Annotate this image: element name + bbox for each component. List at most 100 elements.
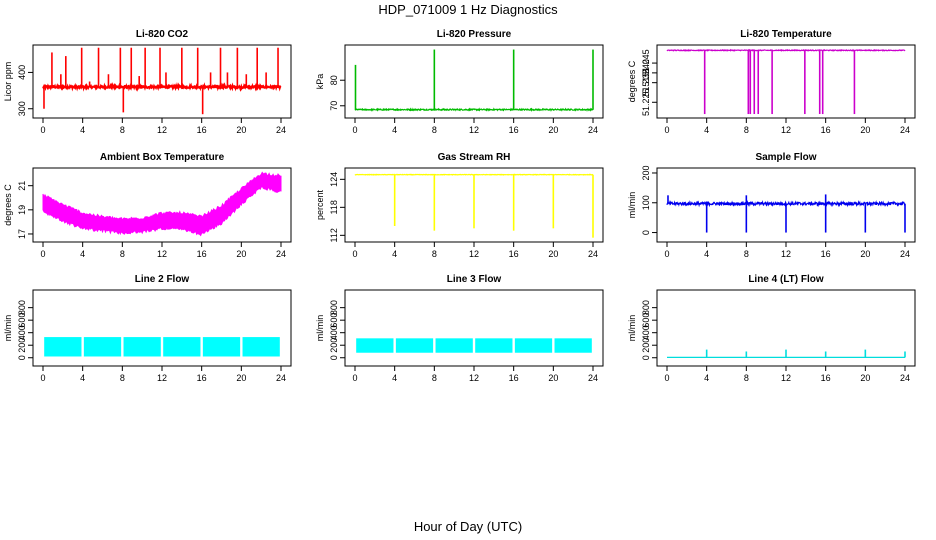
x-tick-label: 12 [781, 373, 791, 383]
x-tick-label: 24 [588, 125, 598, 135]
panel-3: Ambient Box Temperature 0 4 8 12 16 20 24 17 19 21… [3, 152, 292, 259]
flow-band [395, 338, 434, 353]
y-tick-label: 800 [329, 300, 339, 315]
y-tick-label: 400 [329, 325, 339, 340]
x-tick-label: 4 [80, 249, 85, 259]
y-tick-label: 112 [329, 228, 339, 242]
y-axis-label: percent [315, 189, 325, 220]
plot-frame [32, 44, 292, 119]
flow-band [514, 338, 553, 353]
flow-band [44, 337, 82, 357]
x-tick-label: 4 [704, 249, 709, 259]
y-axis-label: ml/min [627, 315, 637, 342]
x-tick-label: 0 [40, 125, 45, 135]
y-axis-label: degrees C [3, 184, 13, 226]
y-tick-label: 200 [17, 338, 27, 353]
x-tick-label: 4 [704, 373, 709, 383]
plot-frame [344, 44, 604, 119]
flow-band [435, 338, 473, 353]
panel-title: Li-820 Temperature [740, 29, 832, 40]
y-tick-label: 124 [329, 172, 339, 187]
x-tick-label: 8 [432, 249, 437, 259]
x-tick-label: 0 [40, 249, 45, 259]
panel-8: Line 4 (LT) Flow 0 4 8 12 16 20 24 0 200400600800… [627, 274, 916, 383]
x-tick-label: 8 [744, 373, 749, 383]
x-tick-label: 20 [548, 373, 558, 383]
panel-1: Li-820 Pressure 0 4 8 12 16 20 24 70 80 kPa [315, 29, 604, 135]
y-tick-label: 51.240 [641, 59, 651, 87]
x-tick-label: 24 [900, 373, 910, 383]
y-tick-label: 600 [17, 313, 27, 328]
panel-4: Gas Stream RH 0 4 8 12 16 20 24 112 118 124 percent [315, 152, 604, 259]
panel-title: Li-820 CO2 [136, 29, 189, 40]
plot-frame [344, 289, 604, 367]
x-tick-label: 20 [548, 249, 558, 259]
panel-0: Li-820 CO2 0 4 8 12 16 20 24 300 400 Licor ppm [3, 29, 292, 135]
x-tick-label: 4 [704, 125, 709, 135]
panel-title: Line 2 Flow [135, 274, 190, 285]
y-tick-label: 19 [17, 205, 27, 215]
y-axis-label: degrees C [627, 60, 637, 102]
series-line [42, 81, 282, 92]
x-tick-label: 20 [860, 373, 870, 383]
x-tick-label: 4 [80, 125, 85, 135]
x-tick-label: 12 [469, 373, 479, 383]
x-tick-label: 24 [276, 125, 286, 135]
x-tick-label: 0 [40, 373, 45, 383]
y-tick-label: 400 [17, 325, 27, 340]
x-tick-label: 12 [157, 125, 167, 135]
x-tick-label: 16 [197, 373, 207, 383]
y-tick-label: 400 [641, 325, 651, 340]
x-tick-label: 8 [120, 125, 125, 135]
x-tick-label: 12 [157, 373, 167, 383]
y-tick-label: 600 [329, 313, 339, 328]
flow-band [242, 337, 280, 357]
y-tick-label: 100 [641, 195, 651, 210]
y-tick-label: 800 [641, 300, 651, 315]
series-4 [354, 173, 594, 238]
y-tick-label: 200 [641, 338, 651, 353]
y-tick-label: 400 [17, 65, 27, 80]
x-tick-label: 24 [588, 373, 598, 383]
series-6 [44, 337, 280, 357]
y-tick-label: 51.225 [641, 89, 651, 117]
series-7 [356, 338, 592, 353]
y-axis-label: kPa [315, 74, 325, 90]
x-tick-label: 24 [588, 249, 598, 259]
series-2 [666, 48, 906, 115]
y-tick-label: 0 [17, 355, 27, 360]
panel-5: Sample Flow 0 4 8 12 16 20 24 0 100 200 ml/min [627, 152, 916, 259]
x-tick-label: 8 [120, 249, 125, 259]
y-axis-label: ml/min [315, 315, 325, 342]
x-tick-label: 4 [392, 373, 397, 383]
x-tick-label: 20 [236, 249, 246, 259]
y-tick-label: 200 [641, 165, 651, 180]
y-tick-label: 800 [17, 300, 27, 315]
series-1 [354, 49, 594, 112]
series-line [354, 107, 594, 112]
flow-band [475, 338, 513, 353]
panel-title: Gas Stream RH [438, 152, 511, 163]
x-tick-label: 16 [821, 249, 831, 259]
x-tick-label: 0 [352, 125, 357, 135]
y-tick-label: 17 [17, 229, 27, 239]
x-tick-label: 20 [548, 125, 558, 135]
y-tick-label: 200 [329, 338, 339, 353]
y-axis-label: ml/min [3, 315, 13, 342]
panel-title: Sample Flow [755, 152, 816, 163]
x-tick-label: 0 [664, 125, 669, 135]
x-tick-label: 24 [276, 249, 286, 259]
x-tick-label: 8 [120, 373, 125, 383]
plot-frame [32, 167, 292, 243]
y-tick-label: 0 [329, 355, 339, 360]
temperature-band [42, 171, 282, 237]
y-axis-label: Licor ppm [3, 62, 13, 102]
x-tick-label: 0 [664, 249, 669, 259]
series-line [666, 199, 906, 208]
y-axis-label: ml/min [627, 192, 637, 219]
x-tick-label: 12 [469, 249, 479, 259]
x-tick-label: 20 [860, 125, 870, 135]
y-tick-label: 80 [329, 75, 339, 85]
